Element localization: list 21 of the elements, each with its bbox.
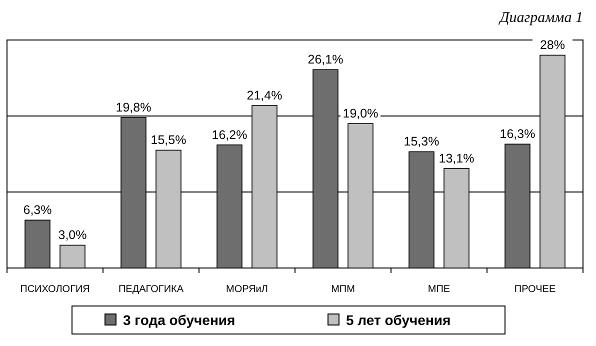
data-label: 19,0% <box>342 106 378 121</box>
x-tick-label: МПЕ <box>428 284 450 295</box>
legend-label: 5 лет обучения <box>346 312 451 328</box>
chart-title: Диаграмма 1 <box>498 10 583 26</box>
x-tick-label: ПРОЧЕЕ <box>514 284 556 295</box>
legend-label: 3 года обучения <box>123 312 236 328</box>
data-label: 16,2% <box>212 128 248 142</box>
data-label: 19,8% <box>116 100 152 115</box>
data-label: 6,3% <box>23 203 52 218</box>
data-label: 21,4% <box>246 88 282 102</box>
data-label: 26,1% <box>308 52 344 67</box>
x-tick-label: МОРЯиЛ <box>226 284 268 295</box>
data-label: 28% <box>540 38 566 52</box>
data-label: 15,5% <box>150 133 186 148</box>
data-label: 15,3% <box>404 134 440 149</box>
x-tick-label: ПЕДАГОГИКА <box>118 284 184 295</box>
x-tick-label: ПСИХОЛОГИЯ <box>20 284 90 295</box>
data-label: 3,0% <box>58 228 87 242</box>
x-tick-label: МПМ <box>331 284 355 295</box>
data-label: 13,1% <box>438 151 474 166</box>
data-label: 16,3% <box>500 127 536 142</box>
